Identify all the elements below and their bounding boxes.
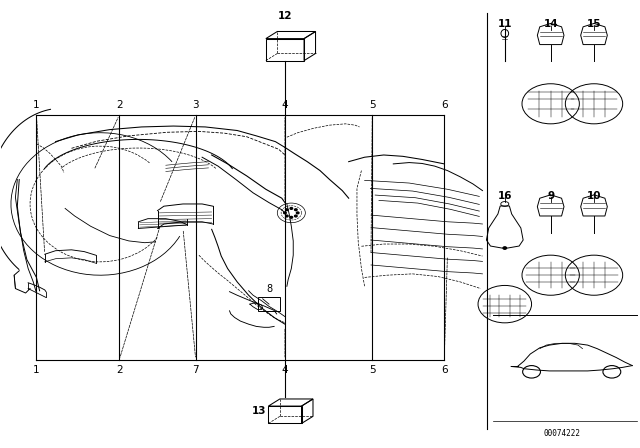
Text: 10: 10 [587, 190, 601, 201]
Text: 2: 2 [116, 365, 123, 375]
Text: 5: 5 [369, 365, 376, 375]
Text: 11: 11 [497, 19, 512, 29]
Text: 6: 6 [441, 99, 447, 110]
Text: 5: 5 [369, 99, 376, 110]
Text: 4: 4 [282, 99, 288, 110]
Circle shape [294, 209, 297, 211]
Text: 00074222: 00074222 [543, 429, 580, 438]
Text: 13: 13 [252, 406, 266, 416]
Circle shape [296, 212, 299, 214]
Circle shape [290, 207, 292, 209]
Text: 4: 4 [282, 365, 288, 375]
Text: 12: 12 [278, 11, 292, 22]
Circle shape [285, 215, 288, 217]
Text: 14: 14 [543, 19, 558, 29]
Text: 8: 8 [266, 284, 272, 294]
Text: 6: 6 [441, 365, 447, 375]
Circle shape [284, 212, 286, 214]
Text: 9: 9 [547, 190, 554, 201]
Circle shape [294, 215, 297, 217]
Text: 16: 16 [497, 190, 512, 201]
Text: 2: 2 [116, 99, 123, 110]
Text: 3: 3 [193, 99, 199, 110]
Text: 1: 1 [33, 365, 40, 375]
Circle shape [285, 209, 288, 211]
Text: 1: 1 [33, 99, 40, 110]
Circle shape [290, 216, 292, 218]
Circle shape [503, 247, 506, 249]
Text: 15: 15 [587, 19, 601, 29]
Text: 7: 7 [193, 365, 199, 375]
